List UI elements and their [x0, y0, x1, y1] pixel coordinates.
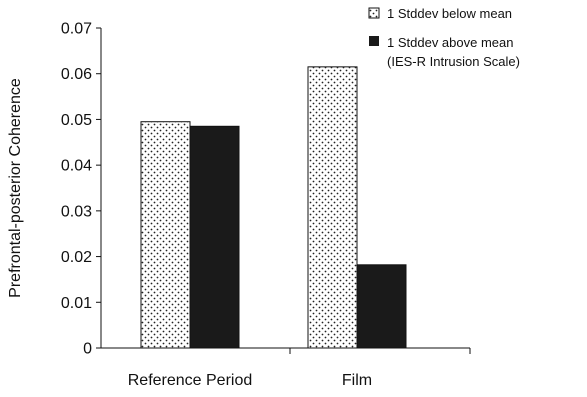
bar-below-mean-reference-period — [140, 121, 191, 349]
x-axis-labels: Reference Period Film — [128, 372, 372, 389]
legend-note: (IES-R Intrusion Scale) — [387, 54, 520, 69]
bars — [140, 66, 407, 349]
bar-below-mean-film — [307, 66, 358, 349]
y-tick-label: 0.03 — [61, 203, 92, 220]
y-tick-label: 0.01 — [61, 295, 92, 312]
x-category-label: Film — [342, 372, 372, 389]
y-tick-label: 0 — [83, 341, 92, 358]
y-axis-ticks: 0 0.01 0.02 0.03 0.04 0.05 0.06 0.07 — [61, 21, 101, 358]
y-tick-label: 0.02 — [61, 249, 92, 266]
y-tick-label: 0.04 — [61, 158, 92, 175]
legend-swatch-below-mean — [368, 7, 380, 19]
y-tick-label: 0.07 — [61, 21, 92, 38]
legend: 1 Stddev below mean 1 Stddev above mean … — [368, 6, 520, 69]
legend-swatch-above-mean — [369, 36, 379, 46]
y-tick-label: 0.05 — [61, 112, 92, 129]
legend-label-above-mean: 1 Stddev above mean — [387, 35, 513, 50]
bar-above-mean-reference-period — [189, 125, 240, 349]
y-axis-title: Prefrontal-posterior Coherence — [7, 78, 24, 298]
bar-above-mean-film — [356, 264, 407, 349]
x-category-label: Reference Period — [128, 372, 253, 389]
legend-label-below-mean: 1 Stddev below mean — [387, 6, 512, 21]
y-tick-label: 0.06 — [61, 66, 92, 83]
